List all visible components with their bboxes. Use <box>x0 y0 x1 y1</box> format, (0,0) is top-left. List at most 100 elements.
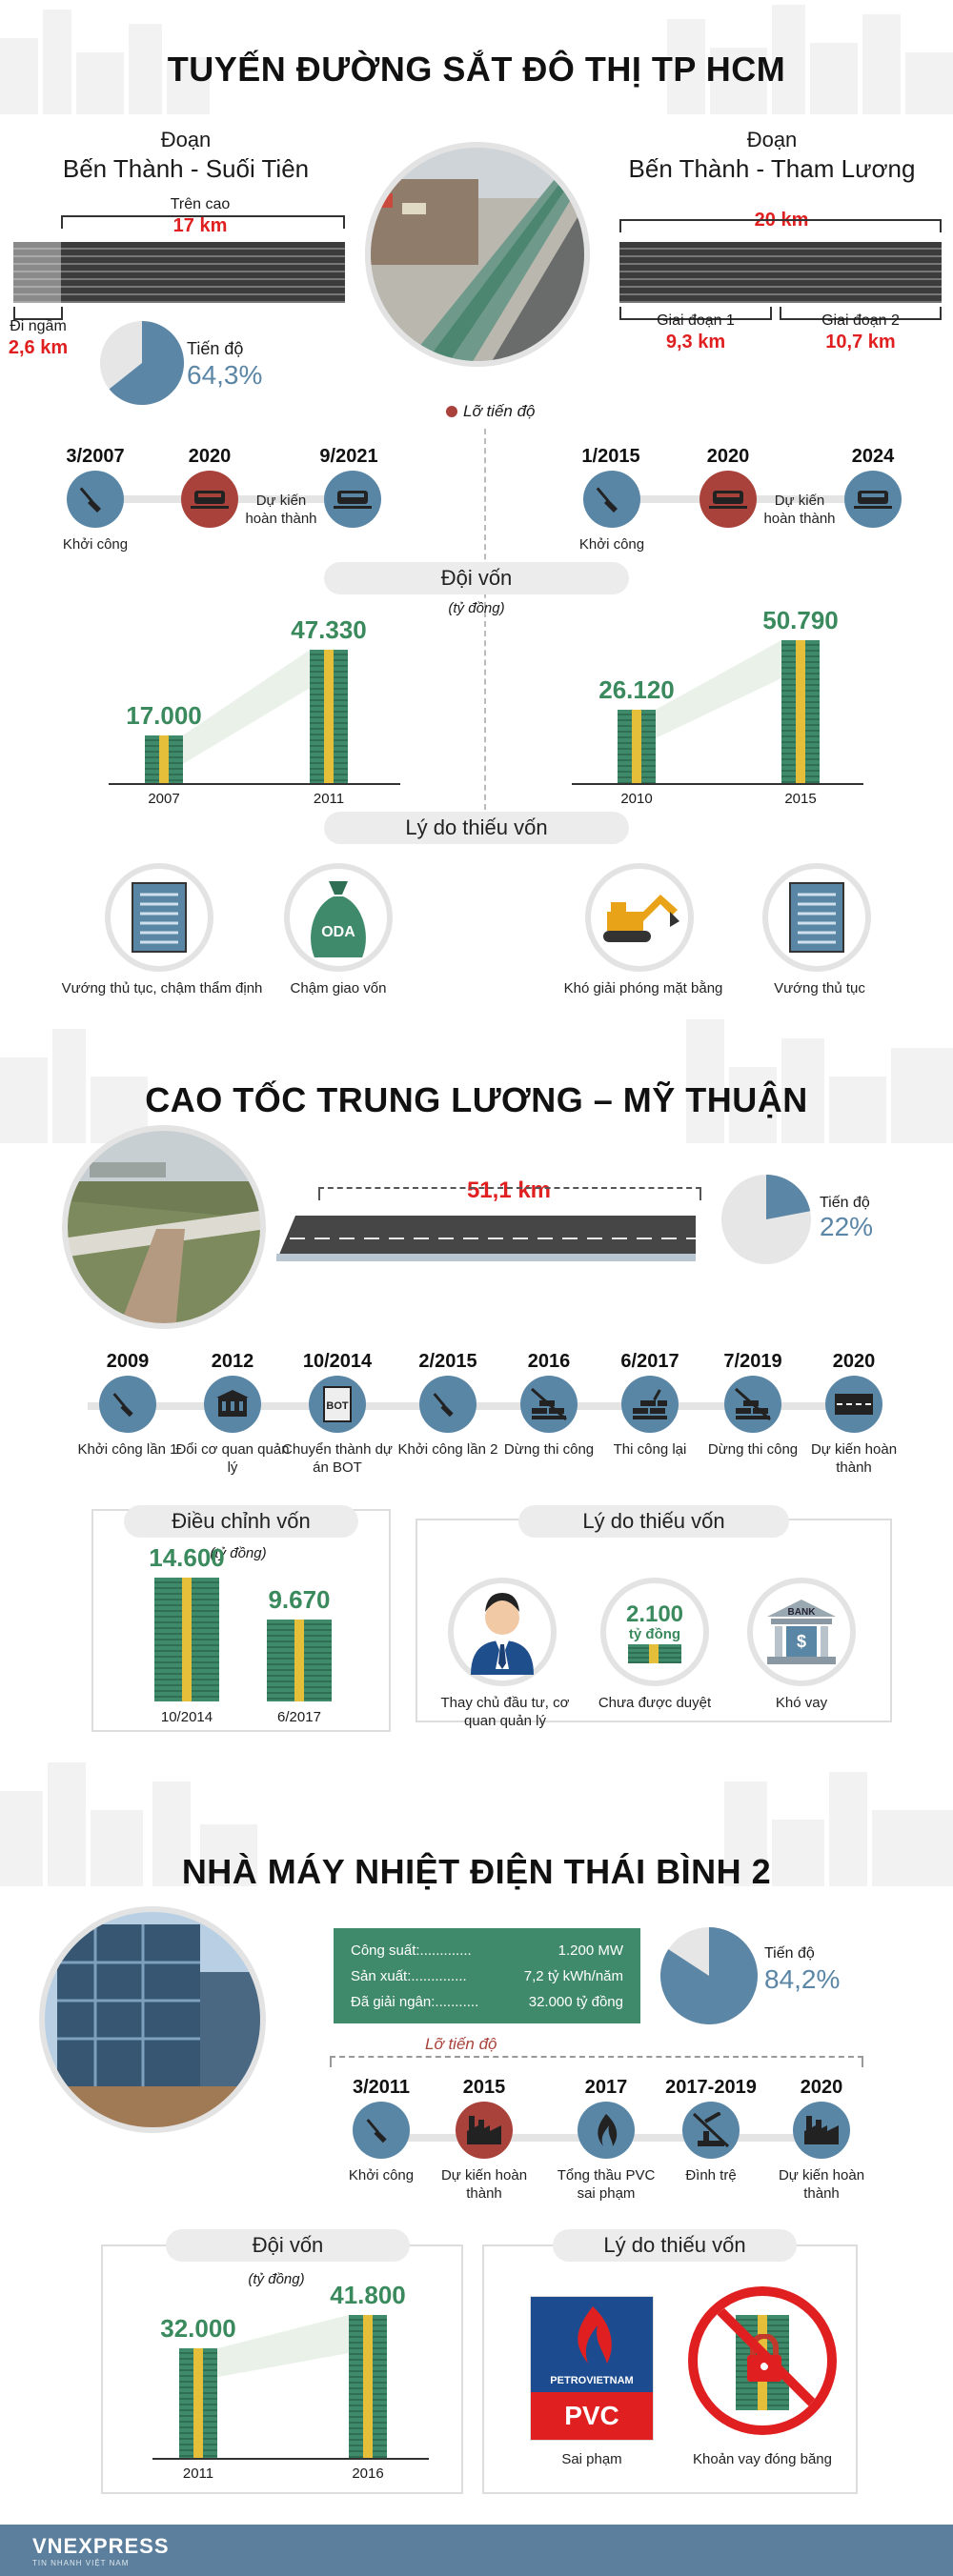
highway-progress-value: 22% <box>820 1212 874 1241</box>
shovel-icon <box>419 1376 476 1433</box>
shovel-icon <box>583 471 640 528</box>
reason-highway-2: Chưa được duyệt <box>598 1695 712 1711</box>
delay-legend-label: Lỡ tiến độ <box>463 402 536 420</box>
building-icon <box>204 1376 261 1433</box>
tl-right-year-3: 2024 <box>851 446 895 467</box>
excavator-icon <box>585 863 694 972</box>
capital-pill-metro: Đội vốn <box>324 562 629 594</box>
metro-left-trend-shade <box>183 650 310 764</box>
metro-right-2010-value: 26.120 <box>598 674 675 704</box>
metro-right-2015-year: 2015 <box>784 791 817 807</box>
section-title-power-plant: NHÀ MÁY NHIỆT ĐIỆN THÁI BÌNH 2 <box>181 1852 772 1891</box>
tl-left-label-1: Khởi công <box>62 536 129 553</box>
hw-timeline-label-2: Đổi cơ quan quản lý <box>175 1441 290 1476</box>
highway-capital-6-2017-stack <box>267 1619 332 1701</box>
plant-timeline-label-1: Khởi công <box>348 2167 415 2184</box>
tl-right-year-1: 1/2015 <box>581 446 640 467</box>
plant-capital-2016-value: 41.800 <box>330 2281 406 2309</box>
plant-capital-2016-year: 2016 <box>352 2465 384 2482</box>
metro-right-axis <box>572 783 863 785</box>
right-phase2-km: 10,7 km <box>825 332 896 352</box>
spec-key: Sản xuất:.............. <box>351 1968 467 1984</box>
oda-bag-icon: ODA <box>284 863 393 972</box>
right-track <box>619 242 942 303</box>
spec-value: 32.000 tỷ đồng <box>528 1994 623 2010</box>
amount-unit: tỷ đồng <box>628 1625 681 1642</box>
hw-timeline-year-6: 6/2017 <box>620 1351 679 1372</box>
hw-timeline-year-2: 2012 <box>211 1351 254 1372</box>
spec-value: 1.200 MW <box>558 1942 623 1959</box>
bank-icon: BANK $ <box>747 1578 856 1686</box>
power-plant-photo <box>39 1906 266 2133</box>
svg-text:BOT: BOT <box>326 1400 349 1412</box>
metro-right-2010-year: 2010 <box>620 791 653 807</box>
spec-row: Công suất:............. 1.200 MW <box>351 1938 623 1963</box>
metro-left-2007-bar <box>145 735 183 783</box>
train-icon <box>844 471 902 528</box>
shovel-icon <box>99 1376 156 1433</box>
plant-timeline-year-4: 2017-2019 <box>665 2077 757 2098</box>
reason-metro-3: Khó giải phóng mặt bằng <box>563 980 723 996</box>
plant-timeline-year-3: 2017 <box>584 2077 628 2098</box>
highway-capital-6-2017-value: 9.670 <box>268 1584 331 1614</box>
plant-progress-value: 84,2% <box>764 1964 841 1994</box>
highway-progress-pie <box>721 1175 811 1264</box>
right-segment-name: Bến Thành - Tham Lương <box>628 154 916 183</box>
plant-delay-label: Lỡ tiến độ <box>425 2035 497 2053</box>
oda-text: ODA <box>321 924 355 940</box>
tl-left-year-3: 9/2021 <box>319 446 378 467</box>
spec-value: 7,2 tỷ kWh/năm <box>523 1968 623 1984</box>
train-icon <box>181 471 238 528</box>
reason-highway-3: Khó vay <box>775 1695 828 1711</box>
stopped-bricks-icon <box>520 1376 578 1433</box>
hw-timeline-label-1: Khởi công lần 1 <box>77 1441 178 1458</box>
hw-timeline-year-1: 2009 <box>106 1351 150 1372</box>
plant-capital-2011-bar <box>179 2348 217 2458</box>
spec-row: Đã giải ngân:........... 32.000 tỷ đồng <box>351 1989 623 2015</box>
bricks-icon <box>621 1376 679 1433</box>
metro-right-2010-bar <box>618 709 656 783</box>
highway-capital-10-2014-year: 10/2014 <box>160 1709 213 1725</box>
reason-metro-4: Vướng thủ tục <box>774 980 865 996</box>
factory-icon <box>456 2102 513 2159</box>
metro-left-2007-value: 17.000 <box>126 700 202 730</box>
tl-left-label-3: Dự kiến hoàn thành <box>245 493 317 527</box>
plant-progress-label: Tiến độ <box>764 1945 815 1962</box>
plant-capital-2011-value: 32.000 <box>160 2314 236 2344</box>
tl-left-year-1: 3/2007 <box>66 446 125 467</box>
reasons-pill-plant: Lý do thiếu vốn <box>553 2229 797 2262</box>
skyline-background <box>0 1019 953 1143</box>
left-underground-bracket <box>13 307 63 320</box>
left-underground-label: Đi ngầm <box>10 318 67 334</box>
hw-timeline-year-7: 7/2019 <box>723 1351 782 1372</box>
tl-right-year-2: 2020 <box>706 446 750 467</box>
stopped-crane-icon <box>682 2102 740 2159</box>
amount-2100: 2.100 <box>625 1600 684 1627</box>
document-icon <box>105 863 213 972</box>
hw-timeline-year-5: 2016 <box>527 1351 571 1372</box>
spec-key: Đã giải ngân:........... <box>351 1994 479 2010</box>
hw-timeline-year-3: 10/2014 <box>302 1351 373 1372</box>
right-phase2-label: Giai đoạn 2 <box>821 312 900 329</box>
center-divider <box>484 429 486 810</box>
petrovietnam-logo-icon: PETROVIETNAM PVC <box>530 2296 654 2441</box>
highway-progress-label: Tiến độ <box>820 1195 870 1211</box>
hw-timeline-label-8: Dự kiến hoàn thành <box>810 1441 898 1476</box>
left-elevated-track <box>61 242 345 303</box>
reason-plant-1: Sai phạm <box>561 2451 622 2467</box>
shovel-icon <box>67 471 124 528</box>
spec-key: Công suất:............. <box>351 1942 472 1959</box>
metro-right-2015-value: 50.790 <box>762 606 839 634</box>
highway-capital-6-2017-year: 6/2017 <box>277 1709 321 1725</box>
footer-brand[interactable]: VNEXPRESS <box>32 2534 170 2558</box>
reasons-pill-metro: Lý do thiếu vốn <box>324 812 629 844</box>
plant-progress-pie <box>660 1927 758 2024</box>
plant-timeline-year-5: 2020 <box>800 2077 843 2098</box>
plant-timeline-label-2: Dự kiến hoàn thành <box>440 2167 528 2202</box>
money-stack-icon: 2.100 tỷ đồng <box>600 1578 709 1686</box>
right-total-bracket <box>619 219 942 232</box>
footer-sub: TIN NHANH VIỆT NAM <box>32 2559 130 2567</box>
plant-progress-pie-slice <box>660 1927 758 2024</box>
factory-icon <box>793 2102 850 2159</box>
train-icon <box>324 471 381 528</box>
